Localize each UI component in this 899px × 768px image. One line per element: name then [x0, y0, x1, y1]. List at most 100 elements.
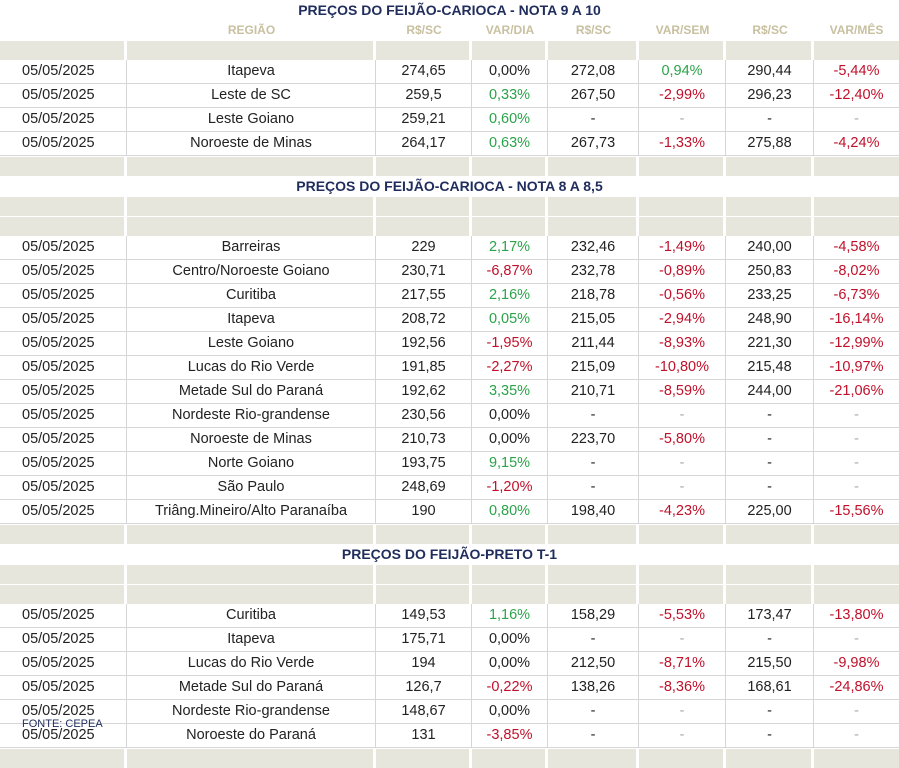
value-cell: 0,00%: [472, 60, 548, 83]
value-cell: -: [548, 628, 639, 651]
value-cell: 225,00: [726, 500, 814, 523]
value-cell: -12,40%: [829, 87, 884, 103]
value-cell: 233,25: [726, 284, 814, 307]
region-cell: Noroeste do Paraná: [127, 724, 376, 747]
value-cell: -: [726, 452, 814, 475]
value-cell: 2,17%: [472, 236, 548, 259]
band-cell: [127, 749, 376, 768]
value-cell: 193,75: [376, 452, 472, 475]
band-cell: [127, 585, 376, 604]
band-cell: [639, 157, 726, 176]
region-cell: Centro/Noroeste Goiano: [127, 260, 376, 283]
value-cell: 0,00%: [472, 700, 548, 723]
value-cell: 0,00%: [472, 428, 548, 451]
value-cell: 212,50: [548, 652, 639, 675]
table-row: 05/05/2025 Centro/Noroeste Goiano 230,71 -6…: [0, 260, 899, 284]
value-cell: -0,22%: [472, 676, 548, 699]
value-cell: 230,71: [376, 260, 472, 283]
region-cell: Leste Goiano: [127, 332, 376, 355]
table-row: 05/05/2025 Noroeste de Minas 264,17 0,63% 26…: [0, 132, 899, 156]
value-cell: 248,90: [726, 308, 814, 331]
value-cell: -12,99%: [829, 335, 884, 351]
band-cell: [548, 749, 639, 768]
value-cell: 149,53: [376, 604, 472, 627]
value-cell: -1,49%: [639, 236, 726, 259]
value-cell: 232,46: [548, 236, 639, 259]
value-cell: 2,16%: [472, 284, 548, 307]
value-cell: 131: [376, 724, 472, 747]
band-cell: [376, 41, 472, 60]
value-cell: 190: [376, 500, 472, 523]
header-cell: R$/SC: [406, 23, 442, 37]
value-cell: 191,85: [376, 356, 472, 379]
value-cell: -4,23%: [639, 500, 726, 523]
value-cell: 248,69: [376, 476, 472, 499]
band-cell: [472, 41, 548, 60]
band-cell: [726, 217, 814, 236]
date-cell: 05/05/2025: [0, 700, 127, 723]
band-cell: [376, 565, 472, 584]
value-cell: 168,61: [726, 676, 814, 699]
band-cell: [0, 749, 127, 768]
value-cell: 0,00%: [472, 628, 548, 651]
band-cell: [376, 217, 472, 236]
value-cell: 9,15%: [472, 452, 548, 475]
value-cell: 230,56: [376, 404, 472, 427]
value-cell: -13,80%: [829, 607, 884, 623]
band-cell: [0, 157, 127, 176]
value-cell: 0,05%: [472, 308, 548, 331]
header-cell: VAR/DIA: [485, 23, 535, 37]
value-cell: -: [639, 628, 726, 651]
value-cell: 275,88: [726, 132, 814, 155]
header-cell: REGIÃO: [227, 23, 276, 37]
region-cell: Nordeste Rio-grandense: [127, 700, 376, 723]
band-row: [0, 748, 899, 768]
band-cell: [127, 197, 376, 216]
value-cell: -4,58%: [833, 239, 880, 255]
band-cell: [548, 585, 639, 604]
value-cell: -5,44%: [833, 63, 880, 79]
value-cell: 223,70: [548, 428, 639, 451]
value-cell: -4,24%: [833, 135, 880, 151]
region-cell: Curitiba: [127, 604, 376, 627]
value-cell: 198,40: [548, 500, 639, 523]
value-cell: 217,55: [376, 284, 472, 307]
value-cell: 211,44: [548, 332, 639, 355]
date-cell: 05/05/2025: [0, 676, 127, 699]
band-cell: [376, 197, 472, 216]
value-cell: 259,21: [376, 108, 472, 131]
value-cell: 194: [376, 652, 472, 675]
value-cell: 208,72: [376, 308, 472, 331]
value-cell: -: [854, 455, 859, 471]
table-row: 05/05/2025 São Paulo 248,69 -1,20% - - - -: [0, 476, 899, 500]
region-cell: Itapeva: [127, 308, 376, 331]
date-cell: 05/05/2025: [0, 652, 127, 675]
value-cell: -2,27%: [472, 356, 548, 379]
value-cell: 126,7: [376, 676, 472, 699]
value-cell: 138,26: [548, 676, 639, 699]
value-cell: 215,09: [548, 356, 639, 379]
band-cell: [472, 585, 548, 604]
value-cell: 221,30: [726, 332, 814, 355]
region-cell: Curitiba: [127, 284, 376, 307]
table-row: 05/05/2025 Curitiba 217,55 2,16% 218,78 -0,56…: [0, 284, 899, 308]
value-cell: -9,98%: [833, 655, 880, 671]
value-cell: 148,67: [376, 700, 472, 723]
band-cell: [472, 157, 548, 176]
band-cell: [0, 41, 127, 60]
value-cell: 210,73: [376, 428, 472, 451]
value-cell: -1,33%: [639, 132, 726, 155]
value-cell: -24,86%: [829, 679, 884, 695]
value-cell: -8,02%: [833, 263, 880, 279]
table-row: 05/05/2025 Leste Goiano 192,56 -1,95% 211,44…: [0, 332, 899, 356]
value-cell: -: [854, 431, 859, 447]
value-cell: 274,65: [376, 60, 472, 83]
source-footer: FONTE: CEPEA: [22, 718, 103, 730]
date-cell: 05/05/2025: [0, 108, 127, 131]
value-cell: 267,73: [548, 132, 639, 155]
table-row: 05/05/2025 Noroeste de Minas 210,73 0,00% 22…: [0, 428, 899, 452]
date-cell: 05/05/2025: [0, 380, 127, 403]
value-cell: -8,93%: [639, 332, 726, 355]
region-cell: Itapeva: [127, 60, 376, 83]
